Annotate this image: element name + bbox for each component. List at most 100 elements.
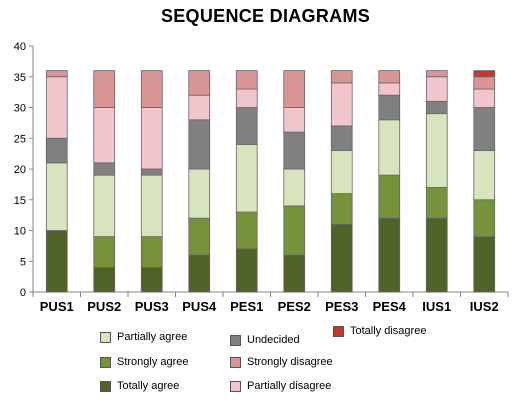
x-tick-label: PUS3 [135,299,169,314]
legend-swatch [230,334,241,346]
bar-segment-totally-agree [93,266,116,293]
bar-segment-partially-agree [283,168,306,207]
bar-segment-strongly-disagree [473,76,496,90]
legend-swatch [100,356,111,368]
legend-item-partially-agree: Partially agree [100,331,187,343]
bar-segment-totally-agree [188,254,211,293]
bar-segment-partially-disagree [45,76,68,139]
y-tick-label: 10 [14,226,26,238]
bar-segment-strongly-agree [140,236,163,268]
legend-swatch [100,380,111,392]
y-tick-label: 25 [14,133,26,145]
bar-segment-undecided [188,119,211,170]
bar-segment-strongly-agree [188,217,211,256]
bar-segment-strongly-agree [378,174,401,219]
bar-segment-undecided [283,131,306,170]
x-tick-label: PUS4 [182,299,217,314]
bar-segment-strongly-disagree [425,70,448,78]
bar-segment-undecided [473,107,496,151]
bar-segment-totally-agree [235,248,258,293]
bar-segment-totally-agree [378,217,401,293]
bar-segment-undecided [140,168,163,176]
bar-segment-strongly-agree [330,193,353,225]
bar-segment-partially-disagree [330,82,353,127]
legend-item-strongly-agree: Strongly agree [100,356,189,368]
x-tick-label: PES3 [325,299,358,314]
bar-segment-totally-agree [140,266,163,293]
bar-segment-undecided [45,137,68,164]
x-tick-label: PES4 [373,299,407,314]
bar-segment-partially-agree [140,174,163,238]
legend-swatch [100,331,111,343]
legend-label: Partially disagree [247,380,332,392]
legend-swatch [333,325,344,337]
bar-segment-undecided [235,107,258,145]
bar-segment-totally-agree [473,236,496,293]
bar-segment-partially-disagree [235,88,258,108]
bar-segment-partially-agree [473,150,496,201]
x-tick-label: PUS2 [87,299,121,314]
bar-segment-undecided [330,125,353,151]
legend-label: Undecided [247,334,300,346]
y-tick-label: 30 [14,103,26,115]
legend-item-strongly-disagree: Strongly disagree [230,356,333,368]
bar-segment-partially-agree [330,150,353,195]
bar-segment-partially-disagree [473,88,496,108]
y-tick-label: 5 [20,256,26,268]
y-tick-label: 40 [14,41,26,53]
legend-item-totally-disagree: Totally disagree [333,325,426,337]
y-tick-label: 20 [14,164,26,176]
bar-segment-partially-disagree [425,76,448,102]
bar-segment-totally-agree [283,254,306,293]
y-tick-label: 35 [14,72,26,84]
bar-segment-strongly-agree [473,199,496,238]
bar-segment-totally-disagree [473,70,496,78]
bar-segment-strongly-disagree [45,70,68,78]
legend-label: Partially agree [117,331,188,343]
bar-segment-totally-agree [45,230,68,293]
bar-segment-strongly-disagree [283,70,306,108]
bar-segment-undecided [378,94,401,121]
bar-segment-strongly-disagree [188,70,211,96]
x-tick-label: PES1 [230,299,263,314]
x-tick-label: IUS2 [470,299,499,314]
bar-segment-partially-disagree [283,107,306,133]
bar-segment-partially-disagree [140,107,163,170]
bar-segment-strongly-agree [283,205,306,256]
y-tick-label: 15 [14,195,26,207]
bar-segment-strongly-disagree [93,70,116,108]
y-tick-label: 0 [20,287,26,299]
x-tick-label: PUS1 [40,299,74,314]
bar-segment-strongly-disagree [330,70,353,84]
legend-swatch [230,356,241,368]
bar-segment-partially-disagree [188,94,211,121]
bar-segment-strongly-agree [425,187,448,219]
bar-segment-partially-agree [45,162,68,231]
x-tick-label: IUS1 [422,299,451,314]
bar-segment-partially-agree [425,113,448,188]
bar-segment-strongly-agree [93,236,116,268]
legend-label: Totally disagree [350,325,427,337]
chart-title: SEQUENCE DIAGRAMS [160,6,371,26]
legend-item-totally-agree: Totally agree [100,380,179,392]
bar-segment-partially-agree [188,168,211,219]
bar-segment-partially-disagree [378,82,401,96]
legend-label: Totally agree [117,380,180,392]
bar-segment-undecided [425,100,448,115]
bar-segment-partially-disagree [93,107,116,164]
legend-label: Strongly agree [117,356,189,368]
bar-segment-strongly-disagree [235,70,258,90]
bar-segment-undecided [93,162,116,176]
legend-swatch [230,380,241,392]
x-tick-label: PES2 [278,299,311,314]
legend-item-undecided: Undecided [230,334,300,346]
bar-segment-partially-agree [93,174,116,238]
legend-label: Strongly disagree [247,356,333,368]
bar-segment-partially-agree [235,143,258,213]
bar-segment-strongly-disagree [378,70,401,84]
bar-segment-totally-agree [425,217,448,293]
legend-item-partially-disagree: Partially disagree [230,380,331,392]
bar-segment-partially-agree [378,119,401,176]
bar-segment-strongly-disagree [140,70,163,108]
